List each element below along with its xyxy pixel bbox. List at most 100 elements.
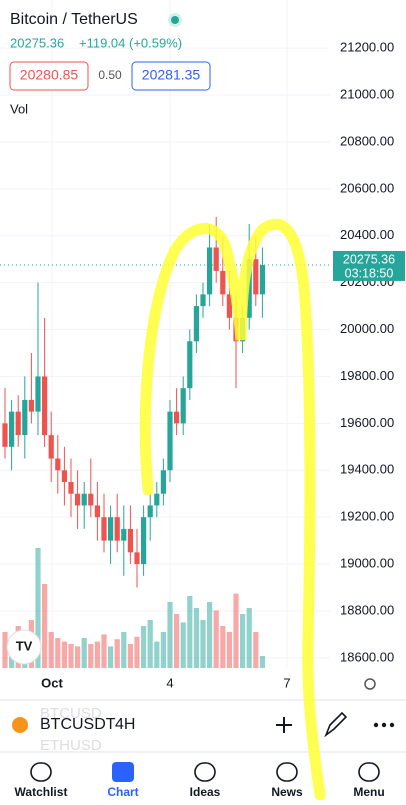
nav-icon[interactable] [358,762,380,782]
candle-body [81,493,87,506]
y-tick-label: 21200.00 [340,40,394,55]
candle-body [101,517,107,541]
candle-body [259,264,265,295]
candle-body [187,341,193,389]
volume-bar [75,646,81,668]
nav-icon[interactable] [276,762,298,782]
y-tick-label: 19200.00 [340,509,394,524]
buy-price: 20281.35 [142,67,201,83]
sell-price: 20280.85 [20,67,79,83]
volume-bar [226,632,232,668]
volume-bar [61,641,67,668]
candle-body [167,411,173,471]
volume-bar [134,636,140,668]
volume-bar [240,614,246,668]
volume-bar [2,632,8,668]
nav-label[interactable]: Ideas [190,785,221,799]
volume-bar [48,632,54,668]
status-dot-inner [171,16,179,24]
candle-body [15,411,21,436]
candle-body [127,528,133,553]
candle-body [220,270,226,295]
buy-box[interactable] [131,61,211,91]
volume-bar [147,620,153,668]
volume-bar [187,596,193,668]
candle-body [22,399,28,436]
volume-bar [154,641,160,668]
volume-bar [101,634,107,668]
toolbar-symbol[interactable]: BTCUSDT [40,716,116,733]
candle-body [154,493,160,506]
volume-bar [68,644,74,668]
candle-body [108,517,114,541]
y-tick-label: 18800.00 [340,602,394,617]
nav-icon[interactable] [112,762,134,782]
volume-bar [253,632,259,668]
nav-label[interactable]: Chart [107,785,138,799]
volume-bar [88,644,94,668]
candle-body [48,435,54,459]
candle-body [61,470,67,483]
nav-icon[interactable] [30,762,52,782]
settings-icon[interactable] [364,678,376,690]
volume-bar [108,646,114,668]
y-tick-label: 19600.00 [340,415,394,430]
candle-body [207,247,213,295]
nav-icon[interactable] [194,762,216,782]
volume-bar [94,641,100,668]
volume-bar [200,620,206,668]
nav-label[interactable]: News [271,785,303,799]
x-tick-label: Oct [41,675,63,690]
candle-body [94,505,100,518]
volume-bar [213,610,219,668]
candle-body [147,505,153,518]
candle-body [226,294,232,318]
candle-body [246,259,252,318]
add-icon[interactable] [276,717,292,733]
ghost-symbol: BTCUSD [40,705,102,722]
sell-box[interactable] [9,61,89,91]
spread: 0.50 [98,68,122,82]
volume-bar [220,626,226,668]
candle-body [160,470,166,494]
y-tick-label: 20600.00 [340,180,394,195]
candle-body [88,493,94,506]
volume-bar [141,626,147,668]
candle-body [193,306,199,342]
y-tick-label: 20400.00 [340,227,394,242]
volume-bar [167,602,173,668]
symbol-title: Bitcoin / TetherUS [10,11,138,28]
btc-icon [12,717,28,733]
nav-label[interactable]: Watchlist [15,785,68,799]
volume-label: Vol [10,101,28,116]
price-tag [333,250,405,281]
candle-body [68,482,74,494]
candle-body [55,458,61,471]
candle-body [75,493,81,506]
volume-bar [174,614,180,668]
y-tick-label: 21000.00 [340,86,394,101]
price-change: +119.04 (+0.59%) [79,35,182,50]
candle-body [174,411,180,424]
volume-bar [81,638,87,668]
marker-scribble [139,218,326,801]
candle-body [114,517,120,541]
volume-bar [193,608,199,668]
y-tick-label: 18600.00 [340,649,394,664]
candle-body [28,399,34,412]
candle-body [253,259,259,295]
more-icon[interactable] [373,722,395,728]
candle-body [35,376,41,412]
toolbar-interval[interactable]: 4H [115,716,135,733]
volume-bar [114,639,120,668]
volume-bar [160,632,166,668]
y-tick-label: 19000.00 [340,556,394,571]
price-tag-countdown: 03:18:50 [345,266,394,280]
nav-label[interactable]: Menu [353,785,384,799]
candle-body [141,517,147,565]
volume-bar [35,548,41,668]
last-price: 20275.36 [10,35,64,50]
volume-bar [121,632,127,668]
draw-icon[interactable] [324,711,348,738]
